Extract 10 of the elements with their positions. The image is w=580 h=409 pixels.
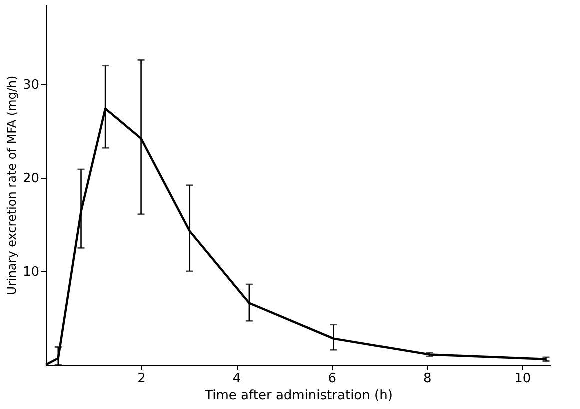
y-tick-label: 10 [22, 264, 40, 280]
y-tick-label: 20 [22, 171, 40, 186]
x-tick-label: 8 [423, 372, 432, 386]
x-tick-label: 4 [232, 372, 242, 386]
x-axis-title: Time after administration (h) [204, 388, 393, 404]
x-tick-label: 2 [138, 372, 146, 386]
x-tick-label: 6 [328, 372, 336, 386]
y-tick-label: 30 [22, 78, 40, 93]
x-tick-label: 10 [514, 372, 532, 386]
y-axis-title: Urinary excretion rate of MFA (mg/h) [4, 76, 19, 296]
